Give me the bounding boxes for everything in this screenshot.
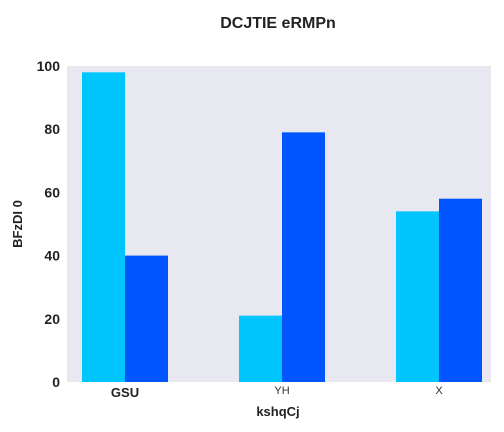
y-tick-label: 40 <box>44 248 60 264</box>
y-tick-label: 60 <box>44 184 60 200</box>
y-axis-label: BFzDI 0 <box>10 200 25 248</box>
bar-x-series-2 <box>439 198 482 382</box>
bar-x-series-1 <box>396 211 439 382</box>
y-tick-label: 80 <box>44 121 60 137</box>
y-tick-label: 0 <box>52 374 60 390</box>
chart-title: DCJTIE eRMPn <box>220 15 336 32</box>
x-axis-label: kshqCj <box>256 404 299 419</box>
y-tick-label: 20 <box>44 311 60 327</box>
x-tick-label: X <box>435 385 443 397</box>
bar-gsu-series-1 <box>82 72 125 382</box>
x-tick-label: GSU <box>111 385 139 400</box>
y-axis-ticks: 0 20 40 60 80 100 <box>37 58 61 390</box>
bar-yh-series-2 <box>282 132 325 382</box>
bar-yh-series-1 <box>239 315 282 382</box>
y-tick-label: 100 <box>37 58 61 74</box>
x-axis-ticks: GSU YH X <box>111 385 443 400</box>
bar-gsu-series-2 <box>125 255 168 382</box>
bars-group <box>82 72 482 382</box>
x-tick-label: YH <box>274 385 289 397</box>
